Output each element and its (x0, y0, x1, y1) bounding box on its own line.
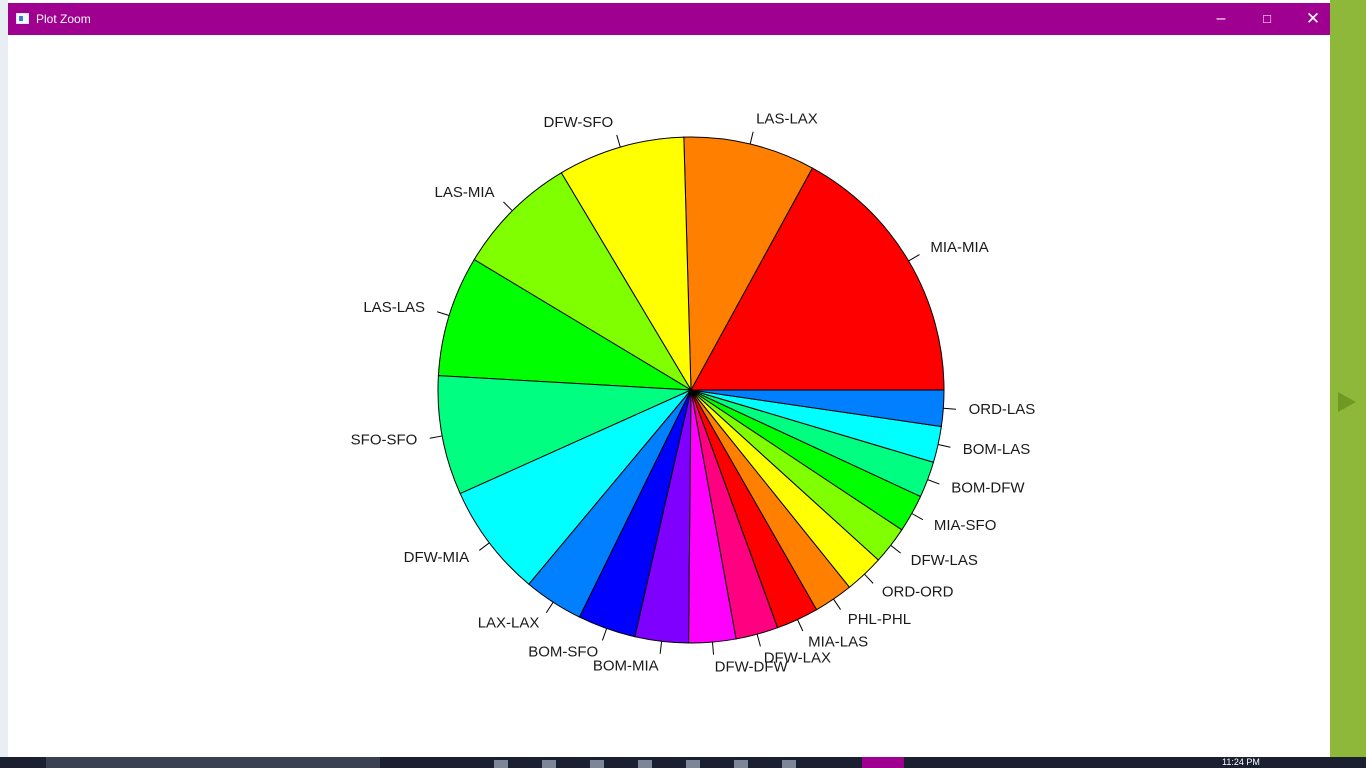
pie-tick-dfw-lax (756, 634, 761, 647)
taskbar-app-icon[interactable] (542, 760, 556, 768)
title-bar[interactable]: Plot Zoom – □ ✕ (8, 3, 1330, 35)
pie-label-dfw-sfo: DFW-SFO (543, 114, 613, 131)
pie-tick-dfw-dfw (711, 642, 715, 655)
desktop-background-left (0, 0, 8, 768)
pie-tick-ord-ord (864, 573, 874, 584)
pie-tick-dfw-las (890, 544, 901, 554)
taskbar: 11:24 PM (0, 757, 1366, 768)
pie-labels: MIA-MIA LAS-LAX DFW-SFO LAS-MIA LAS-LAS SFO-S… (351, 110, 1036, 675)
pie-tick-las-mia (503, 201, 513, 212)
close-icon: ✕ (1305, 9, 1321, 28)
taskbar-app-icon[interactable] (782, 760, 796, 768)
maximize-button[interactable]: □ (1244, 3, 1290, 35)
pie-label-dfw-las: DFW-LAS (911, 552, 978, 569)
pie-tick-las-las (436, 311, 450, 316)
pie-slice-ord-las (690, 389, 945, 428)
plot-zoom-window: Plot Zoom – □ ✕ MIA-MIA LAS-LAX DFW-SFO LAS… (8, 3, 1330, 757)
pie-tick-mia-las (797, 619, 804, 632)
desktop-arrow-icon (1338, 392, 1356, 412)
pie-label-mia-sfo: MIA-SFO (934, 517, 997, 534)
pie-label-sfo-sfo: SFO-SFO (351, 431, 418, 448)
plot-area: MIA-MIA LAS-LAX DFW-SFO LAS-MIA LAS-LAS SFO-S… (8, 35, 1330, 757)
minimize-button[interactable]: – (1198, 3, 1244, 35)
pie-chart: MIA-MIA LAS-LAX DFW-SFO LAS-MIA LAS-LAS SFO-S… (351, 110, 1036, 675)
pie-tick-ord-las (943, 407, 956, 410)
pie-tick-bom-mia (659, 641, 663, 654)
pie-slice-las-lax (683, 136, 814, 392)
pie-label-mia-las: MIA-LAS (808, 633, 868, 650)
minimize-icon: – (1216, 10, 1226, 27)
taskbar-app-icon[interactable] (734, 760, 748, 768)
pie-tick-phl-phl (833, 598, 841, 610)
pie-tick-sfo-sfo (429, 435, 443, 439)
pie-slices (437, 136, 945, 644)
pie-label-ord-ord: ORD-ORD (882, 584, 954, 601)
pie-label-ord-las: ORD-LAS (969, 401, 1036, 418)
pie-tick-las-lax (749, 131, 754, 145)
taskbar-search-box[interactable] (46, 757, 380, 768)
pie-tick-bom-dfw (927, 479, 940, 485)
pie-slice-mia-mia (690, 167, 945, 391)
pie-label-las-las: LAS-LAS (363, 299, 425, 316)
pie-tick-bom-sfo (601, 628, 608, 641)
taskbar-app-icon[interactable] (494, 760, 508, 768)
pie-slice-dfw-mia (459, 389, 692, 585)
app-window-icon (16, 13, 29, 24)
pie-label-phl-phl: PHL-PHL (848, 611, 911, 628)
pie-label-lax-lax: LAX-LAX (478, 614, 540, 631)
pie-label-dfw-lax: DFW-LAX (764, 650, 831, 667)
pie-slice-las-las (437, 258, 692, 391)
pie-label-ticks (429, 131, 956, 655)
window-title: Plot Zoom (36, 12, 91, 26)
desktop-background-right (1330, 0, 1366, 768)
pie-slice-sfo-sfo (437, 375, 692, 495)
pie-label-las-mia: LAS-MIA (435, 184, 495, 201)
pie-label-bom-mia: BOM-MIA (593, 657, 659, 674)
maximize-icon: □ (1263, 11, 1271, 26)
taskbar-clock: 11:24 PM (1222, 757, 1260, 767)
close-button[interactable]: ✕ (1290, 3, 1336, 35)
pie-label-bom-las: BOM-LAS (963, 441, 1031, 458)
pie-label-mia-mia: MIA-MIA (930, 239, 988, 256)
pie-slice-las-mia (473, 172, 692, 391)
pie-label-las-lax: LAS-LAX (756, 110, 818, 127)
pie-tick-mia-mia (908, 254, 920, 262)
taskbar-app-icon[interactable] (590, 760, 604, 768)
pie-label-bom-sfo: BOM-SFO (528, 643, 598, 660)
pie-tick-bom-las (937, 444, 951, 448)
pie-tick-dfw-mia (478, 542, 490, 551)
taskbar-app-icon[interactable] (638, 760, 652, 768)
pie-tick-dfw-sfo (616, 134, 621, 148)
taskbar-app-icon[interactable] (686, 760, 700, 768)
pie-label-dfw-mia: DFW-MIA (404, 549, 470, 566)
taskbar-active-app[interactable] (862, 757, 904, 768)
pie-label-dfw-dfw: DFW-DFW (715, 658, 789, 675)
pie-label-bom-dfw: BOM-DFW (951, 480, 1025, 497)
pie-tick-lax-lax (545, 601, 554, 614)
pie-tick-mia-sfo (911, 513, 924, 521)
